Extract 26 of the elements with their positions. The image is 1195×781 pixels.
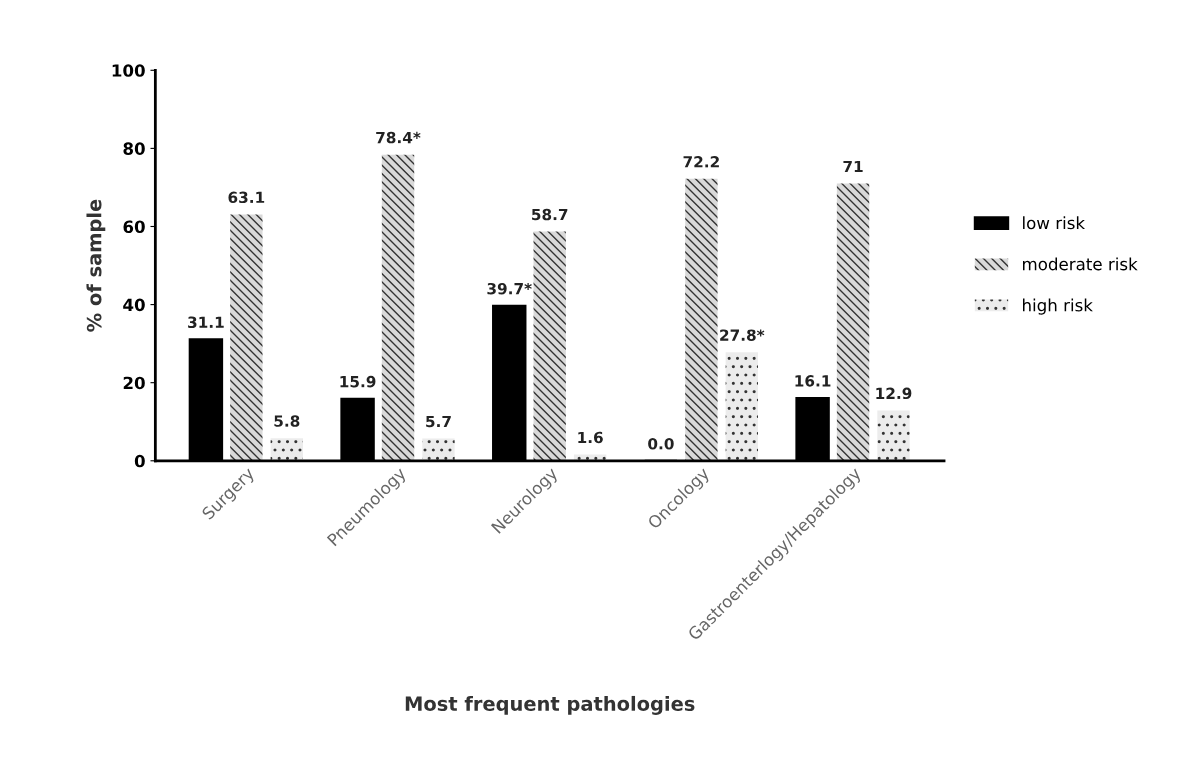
data-label: 16.1 bbox=[795, 375, 831, 387]
data-label: 5.8 bbox=[274, 415, 300, 427]
y-tick-label: 80 bbox=[123, 142, 145, 155]
data-label: 0.0 bbox=[648, 437, 674, 450]
y-tick-label: 20 bbox=[123, 376, 145, 390]
y-tick-label: 60 bbox=[123, 220, 145, 234]
x-axis-title: Most frequent pathologies bbox=[405, 695, 695, 715]
data-label: 31.1 bbox=[188, 316, 224, 329]
data-label: 27.8* bbox=[720, 329, 765, 341]
data-label: 71 bbox=[843, 160, 863, 173]
legend-label: low risk bbox=[1023, 216, 1086, 230]
data-label: 58.7 bbox=[532, 208, 568, 221]
data-label: 72.2 bbox=[683, 156, 719, 168]
y-tick-label: 40 bbox=[123, 298, 145, 312]
data-label: 63.1 bbox=[228, 191, 265, 204]
y-tick-label: 100 bbox=[112, 64, 145, 77]
legend-label: moderate risk bbox=[1023, 257, 1138, 271]
data-label: 5.7 bbox=[426, 415, 451, 428]
data-label: 1.6 bbox=[578, 431, 603, 444]
y-axis-title: % of sample bbox=[86, 199, 106, 332]
data-label: 12.9 bbox=[876, 387, 912, 400]
data-label: 78.4* bbox=[376, 131, 421, 144]
y-tick-label: 0 bbox=[134, 454, 145, 468]
data-label: 39.7* bbox=[487, 282, 532, 295]
legend-label: high risk bbox=[1023, 298, 1093, 315]
data-label: 15.9 bbox=[340, 375, 376, 388]
